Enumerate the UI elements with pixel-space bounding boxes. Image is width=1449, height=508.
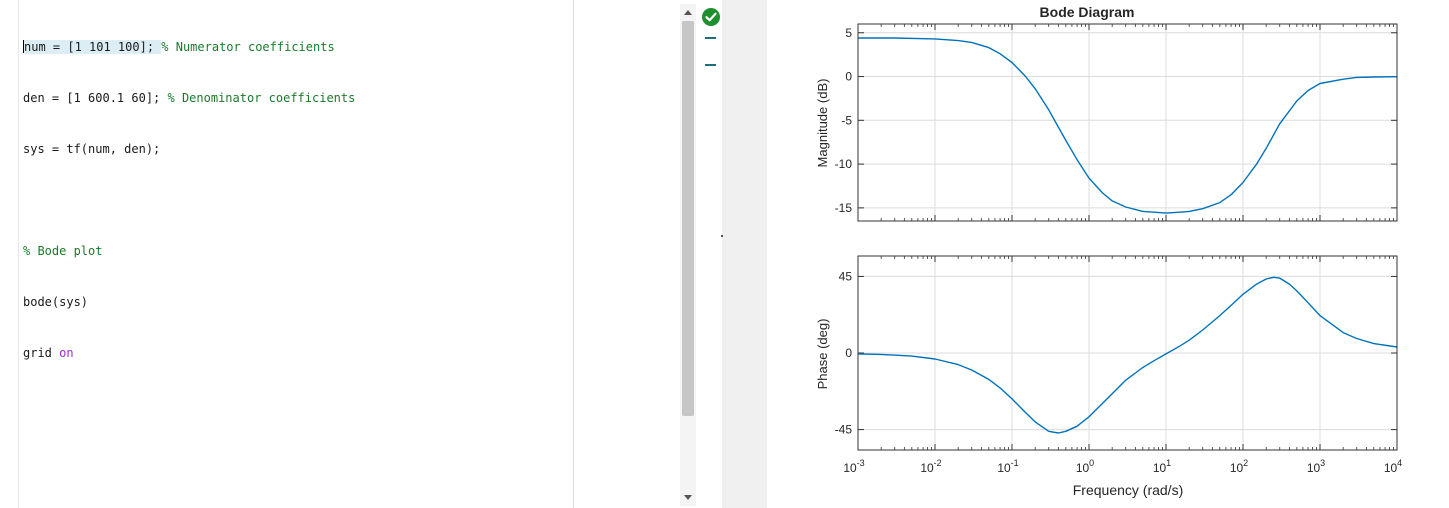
scroll-up-arrow-icon[interactable] — [684, 10, 692, 15]
x-axis-label: Frequency (rad/s) — [1073, 482, 1183, 498]
x-tick-labels: 10-3 10-2 10-1 100 101 102 103 104 — [843, 458, 1402, 475]
code-comment: % Bode plot — [23, 244, 103, 258]
analyzer-marker[interactable] — [705, 37, 716, 39]
right-margin-guide — [573, 0, 574, 508]
code-comment: % Denominator coefficients — [167, 91, 356, 105]
y-tick-label: -45 — [835, 423, 853, 437]
figure-window: Bode Diagram Frequency (rad/s) Magnitude… — [767, 0, 1449, 508]
code-text: den = [1 600.1 60]; — [23, 91, 168, 105]
code-line[interactable]: % Bode plot — [23, 243, 355, 260]
y-tick-label: -5 — [841, 113, 852, 127]
code-line[interactable]: num = [1 101 100]; % Numerator coefficie… — [23, 39, 355, 56]
code-line[interactable] — [23, 192, 355, 209]
y-tick-label: -10 — [835, 157, 853, 171]
check-circle-icon[interactable] — [702, 8, 720, 26]
x-tick-label: 10-1 — [997, 458, 1018, 475]
x-tick-label: 100 — [1076, 458, 1094, 475]
x-tick-label: 10-2 — [920, 458, 941, 475]
code-editor[interactable]: num = [1 101 100]; % Numerator coefficie… — [0, 0, 701, 508]
code-area[interactable]: num = [1 101 100]; % Numerator coefficie… — [23, 5, 355, 396]
code-comment: % Numerator coefficients — [161, 40, 335, 54]
y-tick-label: -15 — [835, 201, 853, 215]
code-analyzer-bar — [700, 0, 722, 508]
axes-box — [857, 255, 1398, 451]
code-line[interactable]: den = [1 600.1 60]; % Denominator coeffi… — [23, 90, 355, 107]
text-cursor — [23, 40, 24, 53]
code-keyword: on — [59, 346, 74, 360]
line-gutter — [0, 0, 19, 508]
magnitude-panel: 5 0 -5 -10 -15 — [835, 23, 1398, 222]
scroll-down-arrow-icon[interactable] — [684, 495, 692, 500]
code-line[interactable]: grid on — [23, 345, 355, 362]
code-text: num = [1 101 100]; — [24, 40, 162, 54]
x-tick-label: 103 — [1307, 458, 1325, 475]
x-tick-label: 10-3 — [843, 458, 864, 475]
vertical-scrollbar[interactable] — [680, 4, 696, 506]
divider-grip — [721, 235, 723, 237]
chart-title: Bode Diagram — [1040, 4, 1135, 20]
code-line[interactable]: bode(sys) — [23, 294, 355, 311]
y-tick-label: 0 — [845, 346, 852, 360]
magnitude-axis-label: Magnitude (dB) — [815, 79, 830, 168]
x-tick-label: 104 — [1384, 458, 1402, 475]
axes-box — [857, 23, 1398, 222]
phase-panel: 45 0 -45 — [835, 255, 1398, 451]
y-tick-label: 5 — [845, 26, 852, 40]
y-tick-label: 45 — [839, 269, 853, 283]
code-text: bode(sys) — [23, 295, 89, 309]
code-text: grid — [23, 346, 60, 360]
analyzer-marker[interactable] — [705, 64, 716, 66]
plot-area — [858, 24, 1397, 221]
code-line[interactable]: sys = tf(num, den); — [23, 141, 355, 158]
x-tick-label: 102 — [1230, 458, 1248, 475]
panel-divider[interactable] — [722, 0, 767, 508]
bode-plot: Bode Diagram Frequency (rad/s) Magnitude… — [767, 0, 1449, 508]
x-tick-label: 101 — [1153, 458, 1171, 475]
y-tick-label: 0 — [845, 70, 852, 84]
phase-axis-label: Phase (deg) — [815, 319, 830, 390]
code-text: sys = tf(num, den); — [23, 142, 161, 156]
bode-series-line — [857, 276, 1398, 434]
scrollbar-thumb[interactable] — [682, 21, 694, 416]
bode-series-line — [858, 37, 1398, 214]
